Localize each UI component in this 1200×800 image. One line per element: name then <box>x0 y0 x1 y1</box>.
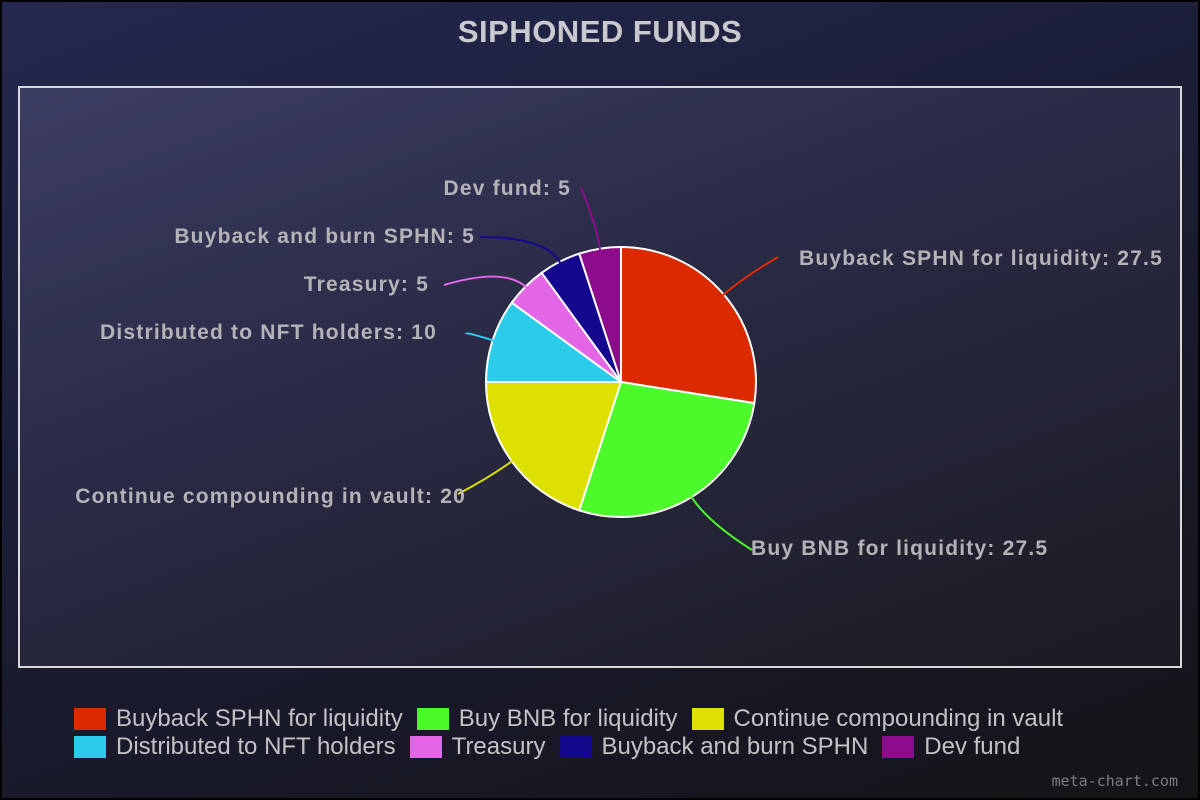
leader-line <box>479 235 562 264</box>
legend-label: Dev fund <box>924 733 1021 760</box>
legend-swatch <box>416 708 449 730</box>
legend-label: Continue compounding in vault <box>733 705 1064 732</box>
legend-item: Buyback SPHN for liquidity <box>74 705 403 733</box>
legend-label: Buy BNB for liquidity <box>458 705 678 732</box>
pie-chart: Buyback SPHN for liquidity: 27.5 Buy BNB … <box>75 177 1163 560</box>
legend-swatch <box>74 708 106 730</box>
slice-label: Treasury: 5 <box>304 273 429 296</box>
legend-row-1: Buyback SPHN for liquidity Buy BNB for l… <box>74 705 1184 733</box>
legend-swatch <box>74 736 106 758</box>
slice-label: Buyback SPHN for liquidity: 27.5 <box>799 247 1163 270</box>
legend-row-2: Distributed to NFT holders Treasury Buyb… <box>74 733 1184 761</box>
leader-line <box>457 459 514 495</box>
legend-item: Dev fund <box>882 733 1020 761</box>
legend-swatch <box>882 736 915 758</box>
pie-slice <box>620 245 757 405</box>
legend-swatch <box>409 736 442 758</box>
legend-label: Buyback and burn SPHN <box>601 733 869 760</box>
leader-line <box>721 256 779 297</box>
leader-line <box>580 187 602 251</box>
legend: Buyback SPHN for liquidity Buy BNB for l… <box>74 705 1184 761</box>
leader-line <box>443 275 528 289</box>
legend-label: Distributed to NFT holders <box>116 733 396 760</box>
legend-item: Treasury <box>409 733 546 761</box>
legend-item: Distributed to NFT holders <box>74 733 396 761</box>
slice-label: Distributed to NFT holders: 10 <box>100 321 437 344</box>
slice-label: Continue compounding in vault: 20 <box>75 485 466 508</box>
plot-area: Buyback SPHN for liquidity: 27.5 Buy BNB … <box>18 86 1182 668</box>
legend-label: Treasury <box>451 733 546 760</box>
legend-swatch <box>691 708 724 730</box>
legend-swatch <box>559 736 592 758</box>
legend-label: Buyback SPHN for liquidity <box>116 705 403 732</box>
watermark: meta-chart.com <box>1051 772 1178 790</box>
slice-label: Buy BNB for liquidity: 27.5 <box>751 537 1048 560</box>
legend-item: Continue compounding in vault <box>691 705 1064 733</box>
leader-line <box>464 332 495 342</box>
chart-title: SIPHONED FUNDS <box>457 14 743 49</box>
slice-label: Dev fund: 5 <box>443 177 571 200</box>
legend-item: Buy BNB for liquidity <box>416 705 678 733</box>
slice-label: Buyback and burn SPHN: 5 <box>174 225 475 248</box>
legend-item: Buyback and burn SPHN <box>559 733 868 761</box>
leader-line <box>689 494 753 551</box>
